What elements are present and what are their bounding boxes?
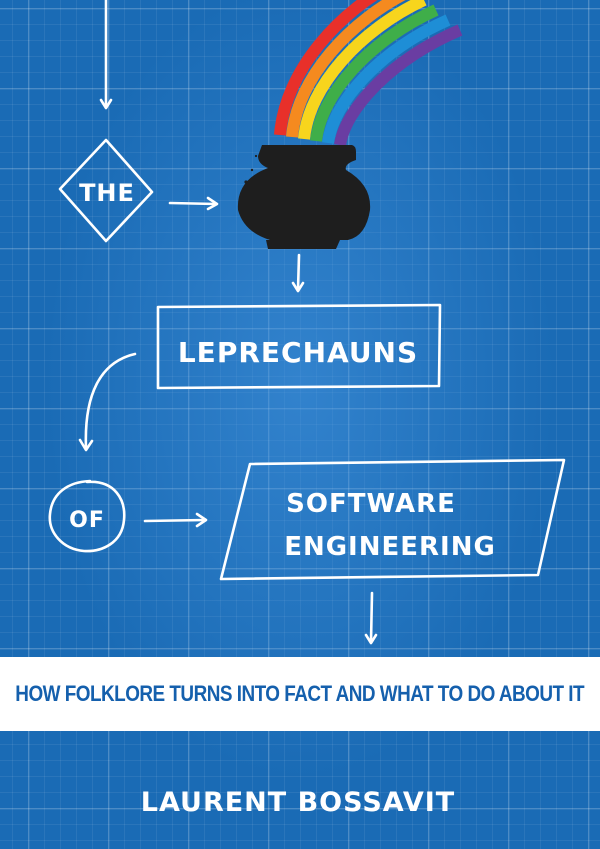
- title-word-leprechauns: LEPRECHAUNS: [178, 336, 418, 369]
- title-line-software: SOFTWARE: [286, 489, 456, 519]
- arrow-down-icon: [291, 253, 305, 293]
- subtitle: HOW FOLKLORE TURNS INTO FACT AND WHAT TO…: [15, 681, 585, 706]
- subtitle-band: HOW FOLKLORE TURNS INTO FACT AND WHAT TO…: [0, 657, 600, 731]
- leprechauns-box-shape: [156, 303, 442, 390]
- arrow-right-icon: [143, 512, 208, 528]
- arrow-down-icon: [99, 0, 113, 110]
- rainbow-icon: [274, 0, 463, 147]
- title-word-the: THE: [79, 179, 135, 207]
- pot-of-gold-icon: [237, 145, 371, 249]
- arrow-right-icon: [168, 196, 219, 211]
- author-name: LAURENT BOSSAVIT: [141, 787, 455, 818]
- arrow-down-icon: [364, 591, 378, 645]
- curved-arrow-icon: [78, 352, 137, 452]
- the-diamond-shape: [58, 138, 154, 243]
- title-line-engineering: ENGINEERING: [284, 532, 496, 562]
- software-engineering-parallelogram-shape: [219, 458, 566, 581]
- title-word-of: OF: [69, 508, 105, 533]
- of-circle-shape: [48, 479, 126, 553]
